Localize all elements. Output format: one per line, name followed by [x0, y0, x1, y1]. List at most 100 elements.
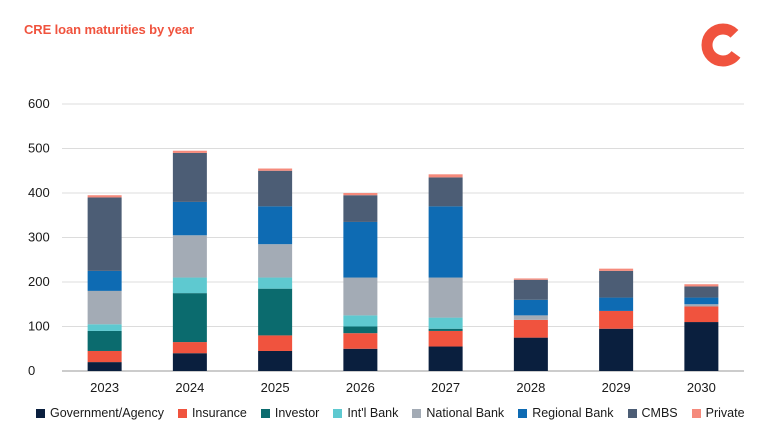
bar-segment [172, 277, 207, 294]
legend-label: CMBS [641, 406, 678, 420]
bar-segment [513, 337, 548, 371]
bar-segment [599, 270, 634, 298]
legend-swatch [518, 408, 528, 418]
bar-segment [172, 150, 207, 153]
donut-logo-icon [701, 23, 745, 67]
x-tick-label: 2026 [346, 380, 375, 395]
bar-segment [343, 333, 378, 349]
legend-item: Int'l Bank [333, 406, 398, 420]
bar-segment [428, 277, 463, 318]
bar-segment [87, 290, 122, 325]
legend-swatch [691, 408, 701, 418]
bar-segment [172, 293, 207, 343]
bar-segment [684, 286, 719, 298]
bar-segment [87, 324, 122, 331]
y-tick-label: 600 [28, 96, 50, 111]
chart-legend: Government/Agency Insurance Investor Int'l … [36, 406, 745, 420]
y-tick-label: 400 [28, 185, 50, 200]
bar-segment [428, 346, 463, 371]
bar-segment [258, 206, 293, 245]
bar-segment [258, 244, 293, 278]
legend-label: Government/Agency [50, 406, 164, 420]
bar-segment [87, 197, 122, 271]
legend-swatch [333, 408, 343, 418]
bar-segment [87, 362, 122, 371]
legend-item: Private [691, 406, 745, 420]
legend-label: Investor [274, 406, 320, 420]
bar-segment [258, 288, 293, 336]
x-tick-label: 2023 [90, 380, 119, 395]
bar-segment [428, 174, 463, 178]
bar-segment [599, 328, 634, 371]
bar-segment [258, 350, 293, 371]
bar-segment [87, 330, 122, 351]
legend-label: National Bank [426, 406, 505, 420]
bar-segment [513, 299, 548, 316]
y-tick-label: 300 [28, 230, 50, 245]
y-tick-label: 200 [28, 274, 50, 289]
bar-segment [428, 328, 463, 331]
bar-segment [684, 306, 719, 323]
legend-label: Insurance [191, 406, 247, 420]
bar-segment [343, 326, 378, 334]
bar-segment [599, 297, 634, 311]
bar-segment [87, 195, 122, 198]
legend-label: Regional Bank [532, 406, 614, 420]
legend-label: Private [705, 406, 745, 420]
x-tick-label: 2024 [175, 380, 204, 395]
legend-item: National Bank [412, 406, 504, 420]
bar-segment [343, 315, 378, 327]
bar-segment [258, 277, 293, 289]
legend-swatch [412, 408, 422, 418]
bar-segment [172, 152, 207, 202]
legend-swatch [260, 408, 270, 418]
bar-segment [172, 342, 207, 354]
bar-segment [87, 350, 122, 363]
bar-segment [513, 278, 548, 280]
y-tick-label: 500 [28, 141, 50, 156]
bar-segment [599, 310, 634, 329]
bar-segment [343, 277, 378, 316]
x-tick-label: 2028 [516, 380, 545, 395]
x-tick-label: 2025 [261, 380, 290, 395]
bar-segment [513, 279, 548, 300]
legend-swatch [627, 408, 637, 418]
legend-swatch [177, 408, 187, 418]
bar-segment [343, 195, 378, 222]
bar-segment [343, 348, 378, 371]
legend-swatch [36, 408, 45, 418]
y-tick-label: 100 [28, 319, 50, 334]
bar-segment [428, 317, 463, 329]
legend-label: Int'l Bank [347, 406, 399, 420]
bar-segment [87, 270, 122, 291]
bar-segment [258, 335, 293, 351]
bar-segment [172, 201, 207, 236]
bar-segment [684, 284, 719, 287]
chart-title: CRE loan maturities by year [24, 22, 194, 37]
x-tick-label: 2027 [431, 380, 460, 395]
bar-segment [684, 322, 719, 371]
legend-item: Insurance [177, 406, 247, 420]
legend-item: Regional Bank [518, 406, 614, 420]
bar-segment [428, 206, 463, 278]
bar-segment [513, 315, 548, 320]
bar-segment [428, 177, 463, 207]
bar-segment [684, 304, 719, 307]
bar-segment [258, 168, 293, 171]
bar-segment [172, 353, 207, 371]
bar-chart: 0 100 200 300 400 500 600 2023 2024 2025 2026 2027 2… [28, 96, 744, 395]
legend-item: Government/Agency [36, 406, 164, 420]
bar-segment [513, 319, 548, 338]
bar-segment [599, 268, 634, 271]
bar-segment [172, 235, 207, 278]
legend-item: CMBS [627, 406, 678, 420]
bar-segment [258, 170, 293, 207]
y-tick-label: 0 [28, 363, 35, 378]
bar-segment [343, 193, 378, 196]
legend-item: Investor [260, 406, 320, 420]
bar-segment [343, 221, 378, 278]
x-tick-label: 2030 [687, 380, 716, 395]
bar-segment [428, 330, 463, 347]
bar-segment [684, 297, 719, 305]
x-tick-label: 2029 [602, 380, 631, 395]
